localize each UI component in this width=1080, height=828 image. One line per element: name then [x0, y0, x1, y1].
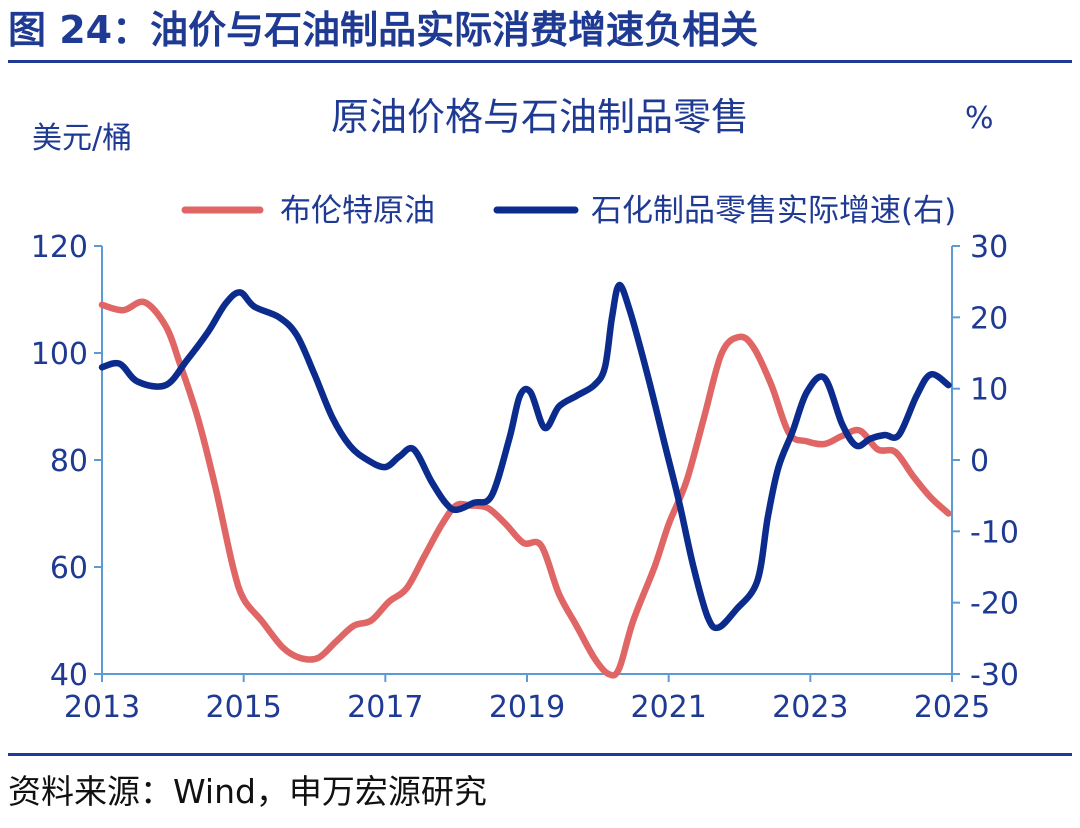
y-left-tick-label: 40 [50, 658, 88, 693]
legend: 布伦特原油 石化制品零售实际增速(右) [181, 193, 956, 229]
title-rule [8, 60, 1072, 63]
chart-title: 原油价格与石油制品零售 [331, 95, 749, 139]
source-rule [8, 753, 1072, 756]
y-left-unit-label: 美元/桶 [32, 121, 132, 156]
axes [94, 245, 960, 682]
x-tick-label: 2013 [64, 690, 140, 725]
x-tick-label: 2015 [205, 690, 281, 725]
series-line-brent [98, 298, 952, 679]
series-line-retail [98, 281, 952, 632]
y-left-tick-label: 80 [50, 444, 88, 479]
x-tick-label: 2025 [914, 690, 990, 725]
x-tick-label: 2017 [347, 690, 423, 725]
y-right-tick-label: 20 [970, 301, 1008, 336]
y-right-unit-label: % [965, 101, 994, 136]
x-tick-label: 2021 [630, 690, 706, 725]
y-right-tick-label: 30 [970, 230, 1008, 265]
y-right-tick-label: -10 [970, 515, 1019, 550]
x-tick-label: 2023 [772, 690, 848, 725]
legend-label-retail: 石化制品零售实际增速(右) [591, 193, 956, 229]
legend-label-brent: 布伦特原油 [280, 193, 435, 229]
figure-title: 图 24：油价与石油制品实际消费增速负相关 [8, 8, 759, 52]
chart: 原油价格与石油制品零售 美元/桶 % 布伦特原油 石化制品零售实际增速(右) 1… [31, 95, 1019, 725]
y-left-tick-label: 120 [31, 230, 88, 265]
y-left-tick-label: 60 [50, 551, 88, 586]
y-right-tick-label: -30 [970, 658, 1019, 693]
y-right-tick-label: 10 [970, 373, 1008, 408]
plot-lines [98, 281, 952, 679]
y-left-tick-label: 100 [31, 337, 88, 372]
source-note: 资料来源：Wind，申万宏源研究 [8, 772, 487, 811]
y-right-tick-label: -20 [970, 587, 1019, 622]
y-right-tick-label: 0 [970, 444, 989, 479]
x-tick-label: 2019 [489, 690, 565, 725]
